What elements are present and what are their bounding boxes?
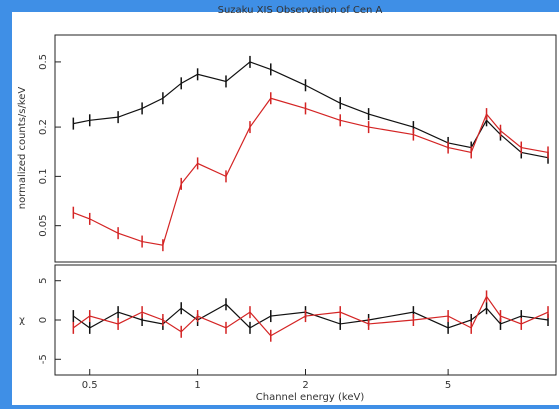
y-tick-label: 0.1 xyxy=(38,168,49,184)
y-axis-label: χ xyxy=(19,315,25,326)
x-tick-label: 2 xyxy=(302,380,308,391)
series-line xyxy=(73,97,549,246)
y-tick-label: 0.2 xyxy=(38,119,49,135)
x-tick-label: 5 xyxy=(445,380,451,391)
y-tick-label: 0.5 xyxy=(38,54,49,70)
y-tick-label: 5 xyxy=(38,278,49,284)
x-tick-label: 1 xyxy=(194,380,200,391)
series-line xyxy=(72,295,549,337)
y-tick-label: -5 xyxy=(38,354,49,364)
series-line xyxy=(73,61,549,159)
panel-frame xyxy=(54,34,557,263)
y-tick-label: 0 xyxy=(38,317,49,323)
series-line xyxy=(72,303,549,329)
x-tick-label: 0.5 xyxy=(82,380,98,391)
x-axis-label: Channel energy (keV) xyxy=(256,392,365,403)
y-axis-label: normalized counts/s/keV xyxy=(17,87,28,210)
chart-title: Suzaku XIS Observation of Cen A xyxy=(218,5,383,16)
plot-background xyxy=(12,12,559,405)
y-tick-label: 0.05 xyxy=(38,215,49,237)
